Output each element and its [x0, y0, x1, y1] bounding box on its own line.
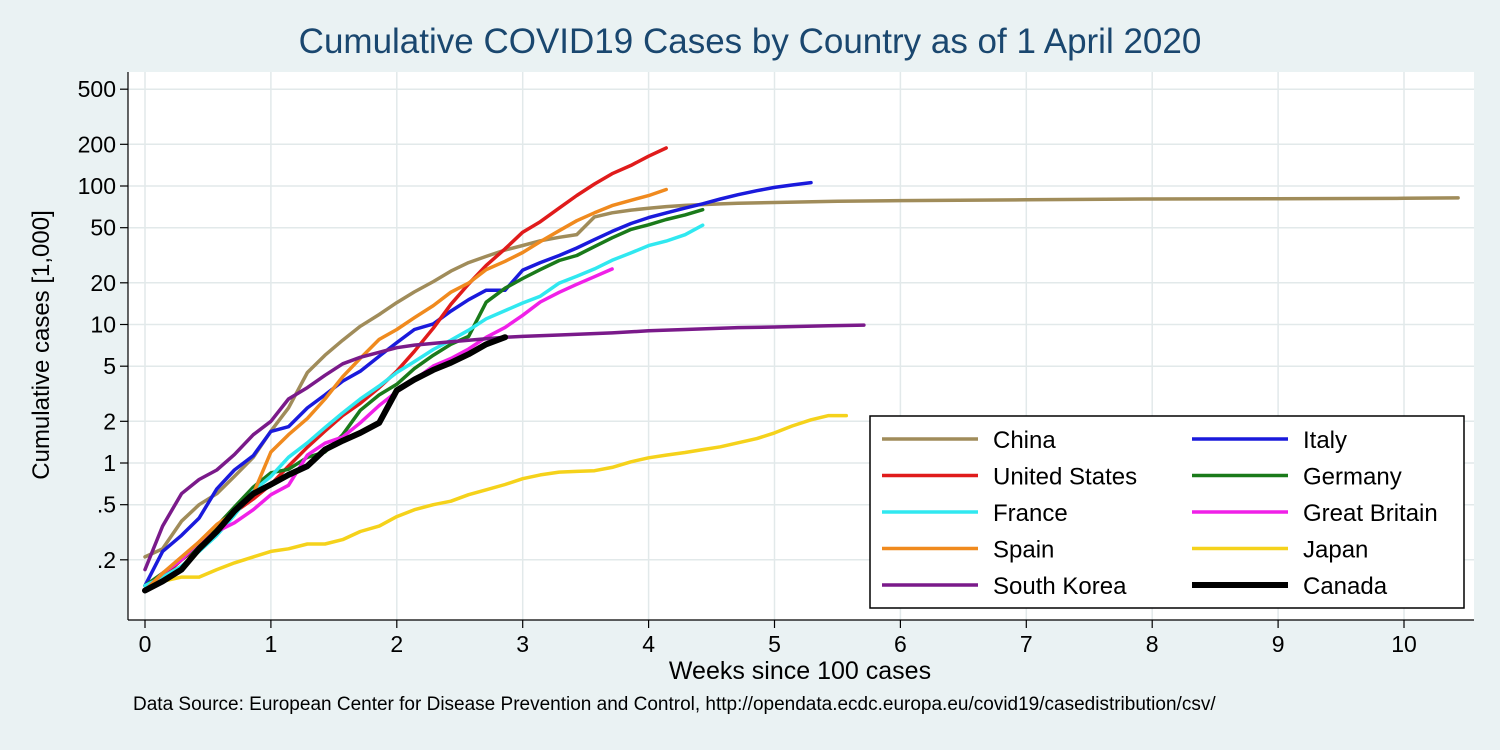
x-tick-label: 3 — [516, 631, 529, 657]
y-tick-label: 100 — [78, 173, 116, 199]
x-tick-label: 9 — [1272, 631, 1285, 657]
y-tick-label: 1 — [103, 450, 116, 476]
y-tick-label: 2 — [103, 408, 116, 434]
x-tick-label: 4 — [642, 631, 655, 657]
chart-title: Cumulative COVID19 Cases by Country as o… — [298, 22, 1202, 61]
legend-label-germany: Germany — [1303, 464, 1402, 491]
series-line-japan — [143, 413, 849, 593]
axes: 0 1 2 3 4 5 6 7 8 9 10 .2 .5 1 2 5 10 20 50 100 200 500 — [78, 72, 1474, 657]
x-tick-label: 7 — [1020, 631, 1033, 657]
legend-label-italy: Italy — [1303, 427, 1347, 454]
series-line-italy — [143, 180, 813, 588]
legend-label-great-britain: Great Britain — [1303, 500, 1438, 527]
legend-label-united-states: United States — [993, 464, 1137, 491]
y-tick-label: 10 — [90, 312, 116, 338]
legend-label-france: France — [993, 500, 1068, 527]
x-tick-label: 0 — [139, 631, 152, 657]
x-axis-label: Weeks since 100 cases — [669, 657, 931, 685]
x-tick-label: 1 — [265, 631, 278, 657]
y-tick-label: 500 — [78, 76, 116, 102]
y-tick-label: 20 — [90, 270, 116, 296]
y-tick-label: 5 — [103, 353, 116, 379]
y-axis-label: Cumulative cases [1,000] — [28, 210, 55, 479]
legend-label-spain: Spain — [993, 537, 1054, 564]
legend-label-china: China — [993, 427, 1056, 454]
y-tick-label: .2 — [97, 547, 116, 573]
y-tick-label: .5 — [97, 492, 116, 518]
y-tick-label: 200 — [78, 131, 116, 157]
legend-label-canada: Canada — [1303, 573, 1388, 600]
x-tick-label: 6 — [894, 631, 907, 657]
data-source-note: Data Source: European Center for Disease… — [133, 694, 1216, 715]
series-line-canada — [142, 334, 509, 594]
legend-label-japan: Japan — [1303, 537, 1368, 564]
x-tick-label: 8 — [1146, 631, 1159, 657]
series-group — [142, 146, 1460, 594]
legend-label-south-korea: South Korea — [993, 573, 1127, 600]
legend: China Italy United States Germany France Grea… — [869, 415, 1465, 609]
x-tick-label: 5 — [768, 631, 781, 657]
series-line-south-korea — [143, 323, 866, 572]
x-tick-label: 2 — [390, 631, 403, 657]
y-tick-label: 50 — [90, 215, 116, 241]
x-tick-label: 10 — [1391, 631, 1417, 657]
series-line-germany — [143, 207, 705, 588]
